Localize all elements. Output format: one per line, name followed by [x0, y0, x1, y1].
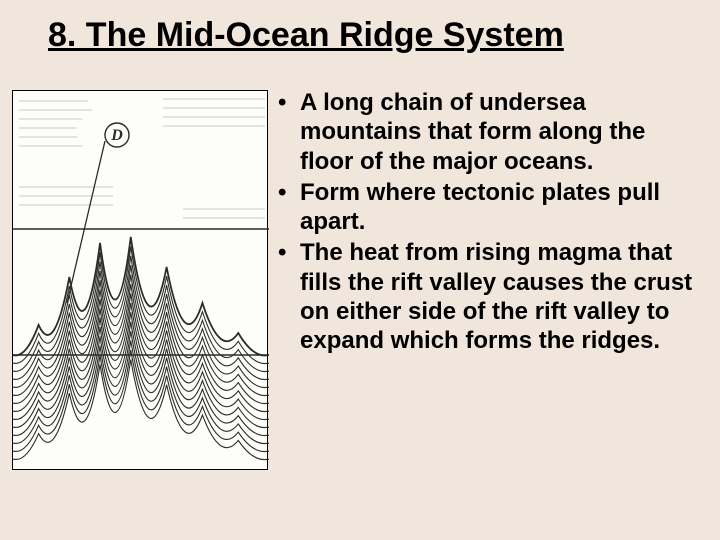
slide-title: 8. The Mid-Ocean Ridge System [48, 16, 564, 55]
bullet-item: A long chain of undersea mountains that … [278, 88, 698, 176]
bullet-item: Form where tectonic plates pull apart. [278, 178, 698, 237]
bullet-item: The heat from rising magma that fills th… [278, 238, 698, 355]
svg-text:D: D [110, 127, 123, 144]
bullet-list: A long chain of undersea mountains that … [278, 88, 698, 357]
ridge-diagram: D [12, 90, 268, 470]
